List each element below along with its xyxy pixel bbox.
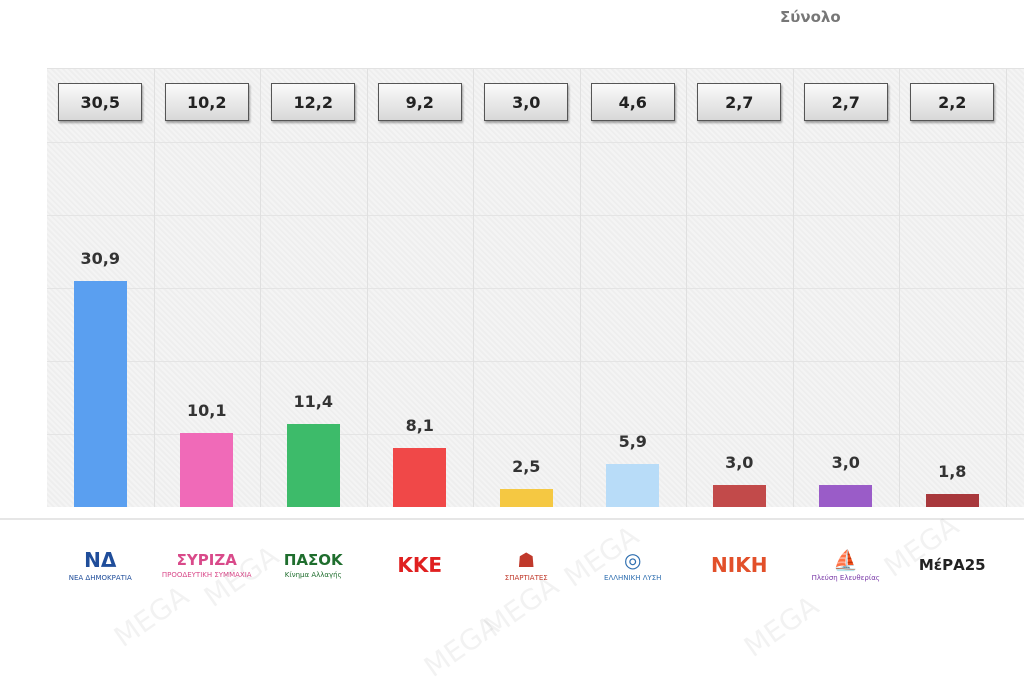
value-label: 11,4 — [293, 391, 333, 411]
logo-text: ΚΚΕ — [397, 553, 443, 577]
gridline-v — [899, 69, 900, 507]
comparison-label: 10,2 — [164, 83, 249, 121]
gridline-h — [47, 434, 1024, 435]
comparison-label: 3,0 — [484, 83, 569, 121]
comparison-label: 2,7 — [697, 83, 782, 121]
value-label: 3,0 — [725, 453, 754, 473]
logo-subtext: Πλεύση Ελευθερίας — [811, 574, 880, 582]
gridline-v — [260, 69, 261, 507]
bar-5 — [606, 463, 660, 507]
gridline-v — [366, 69, 368, 507]
comparison-label: 12,2 — [271, 83, 356, 121]
gridline-v — [153, 69, 155, 507]
logo-text: ΣΥΡΙΖΑ — [176, 551, 237, 569]
gridline-v — [792, 69, 794, 507]
logo-text: ☗ — [517, 548, 536, 572]
comparison-label: 9,2 — [377, 83, 462, 121]
logo-text: ΝΔ — [84, 548, 117, 572]
gridline-h — [47, 142, 1024, 143]
comparison-label: 30,5 — [58, 83, 143, 121]
logo-subtext: ΠΡΟΟΔΕΥΤΙΚΗ ΣΥΜΜΑΧΙΑ — [161, 571, 252, 579]
party-logo-1: ΣΥΡΙΖΑ ΠΡΟΟΔΕΥΤΙΚΗ ΣΥΜΜΑΧΙΑ — [159, 535, 255, 595]
logo-text: ΜέΡΑ25 — [918, 556, 986, 574]
party-logo-3: ΚΚΕ — [372, 535, 468, 595]
value-label: 3,0 — [831, 453, 860, 473]
plot-area: 30,5 30,9 10,2 10,1 12,2 11,4 9,2 8,1 3,0 2,5 4,6 5… — [47, 68, 1024, 507]
party-logo-8: ΜέΡΑ25 — [904, 535, 1000, 595]
value-label: 10,1 — [187, 401, 227, 421]
bar-8 — [925, 493, 979, 507]
logo-text: ΠΑΣΟΚ — [283, 551, 343, 569]
bar-7 — [819, 485, 873, 507]
logo-subtext: ΣΠΑΡΤΙΑΤΕΣ — [504, 574, 548, 582]
comparison-label: 2,7 — [803, 83, 888, 121]
comparison-label: 2,2 — [910, 83, 995, 121]
gridline-h — [47, 288, 1024, 289]
logo-subtext: ΕΛΛΗΝΙΚΗ ΛΥΣΗ — [604, 574, 662, 582]
gridline-v — [1005, 69, 1007, 507]
party-logo-5: ◎ ΕΛΛΗΝΙΚΗ ΛΥΣΗ — [585, 535, 681, 595]
value-label: 30,9 — [80, 249, 120, 269]
gridline-v — [579, 69, 581, 507]
value-label: 2,5 — [512, 456, 541, 476]
logo-text: ⛵ — [833, 548, 859, 572]
bar-6 — [712, 485, 766, 507]
gridline-v — [473, 69, 474, 507]
bar-4 — [499, 488, 553, 507]
value-label: 1,8 — [938, 461, 967, 481]
party-logo-7: ⛵ Πλεύση Ελευθερίας — [798, 535, 894, 595]
party-logo-4: ☗ ΣΠΑΡΤΙΑΤΕΣ — [478, 535, 574, 595]
value-label: 5,9 — [618, 431, 647, 451]
party-logo-2: ΠΑΣΟΚ Κίνημα Αλλαγής — [265, 535, 361, 595]
watermark: MEGA — [738, 589, 825, 664]
party-logo-6: ΝΙΚΗ — [691, 535, 787, 595]
baseline — [0, 518, 1024, 520]
value-label: 8,1 — [405, 415, 434, 435]
chart-title: Σύνολο — [780, 8, 841, 26]
bar-2 — [286, 423, 340, 507]
logo-text: ΝΙΚΗ — [711, 553, 768, 577]
gridline-v — [686, 69, 687, 507]
logo-subtext: ΝΕΑ ΔΗΜΟΚΡΑΤΙΑ — [68, 574, 132, 582]
gridline-h — [47, 215, 1024, 216]
logo-text: ◎ — [624, 548, 642, 572]
bar-0 — [73, 281, 127, 507]
bar-3 — [393, 447, 447, 507]
gridline-h — [47, 361, 1024, 362]
comparison-label: 4,6 — [590, 83, 675, 121]
party-logo-0: ΝΔ ΝΕΑ ΔΗΜΟΚΡΑΤΙΑ — [52, 535, 148, 595]
bar-1 — [180, 433, 234, 507]
logo-subtext: Κίνημα Αλλαγής — [284, 571, 342, 579]
